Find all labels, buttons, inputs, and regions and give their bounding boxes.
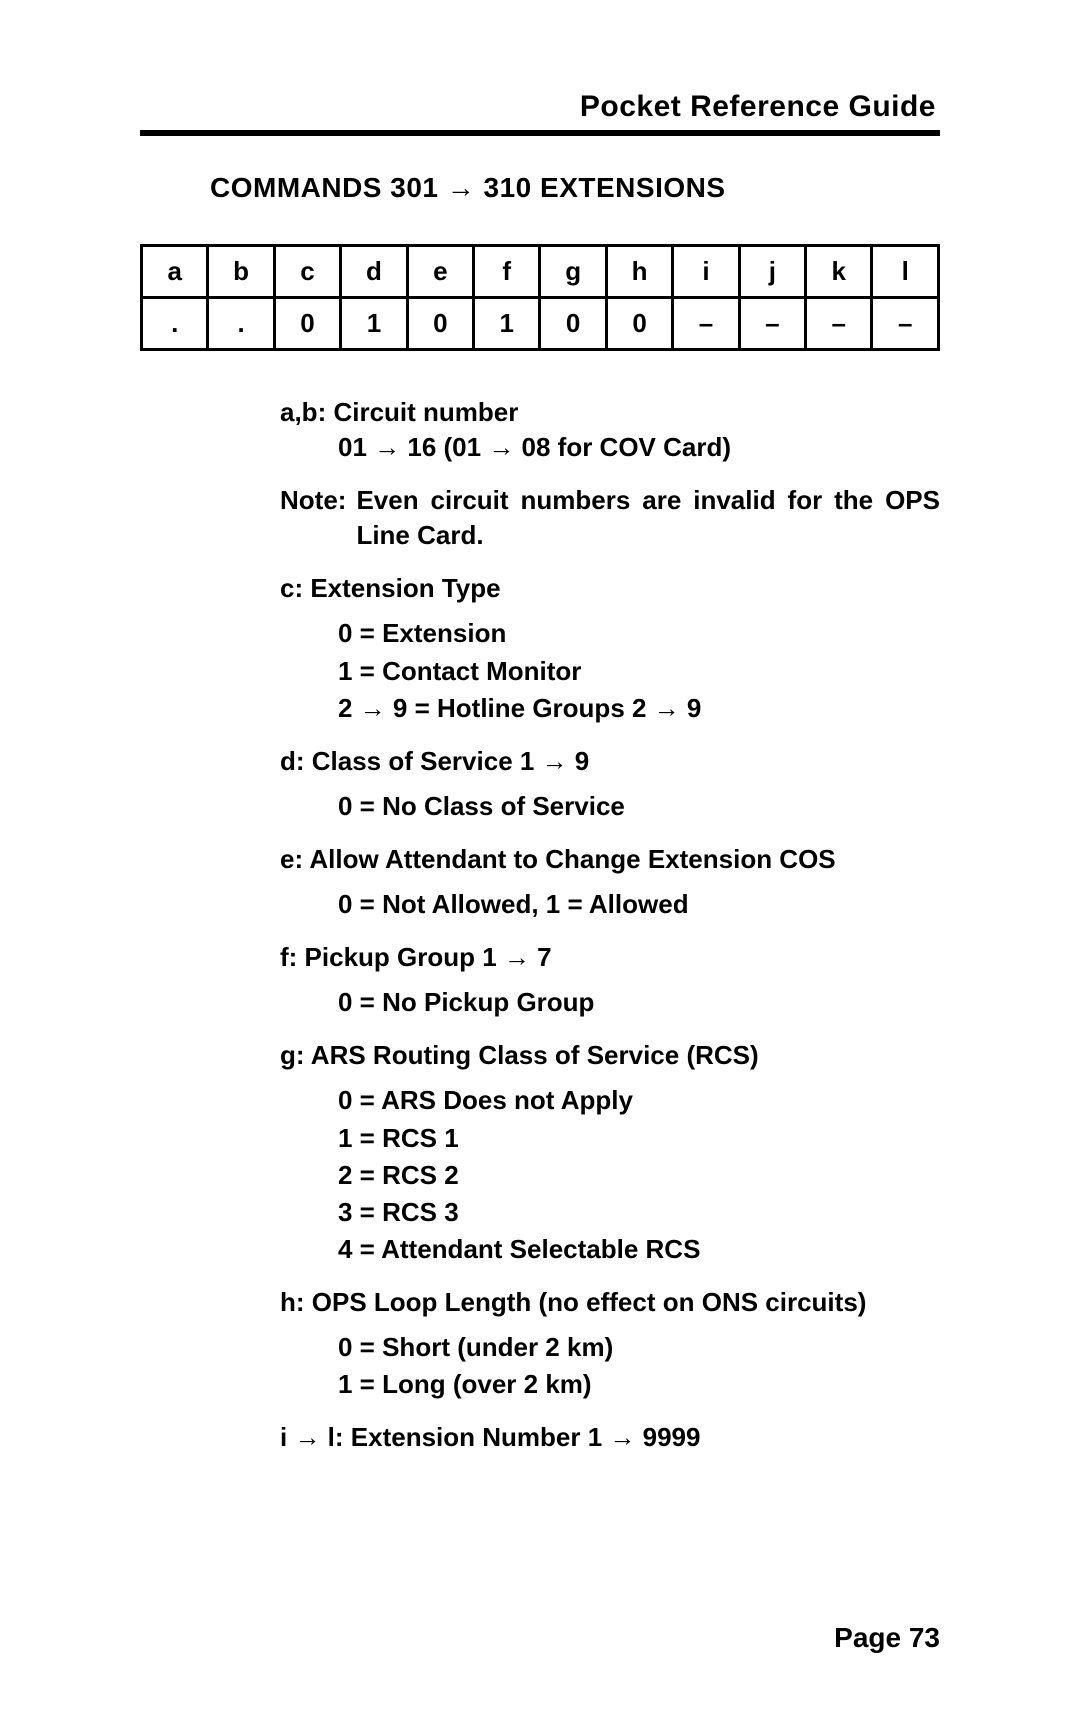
tv-l: – bbox=[872, 298, 939, 350]
field-f: f: Pickup Group 1 → 7 0 = No Pickup Grou… bbox=[280, 940, 940, 1020]
field-g-opt2: 2 = RCS 2 bbox=[338, 1158, 940, 1193]
note: Note: Even circuit numbers are invalid f… bbox=[280, 483, 940, 553]
th-a: a bbox=[142, 246, 208, 298]
tv-g: 0 bbox=[540, 298, 606, 350]
tv-b: . bbox=[208, 298, 274, 350]
field-g-opt0: 0 = ARS Does not Apply bbox=[338, 1083, 940, 1118]
field-c-opt2: 2 → 9 = Hotline Groups 2 → 9 bbox=[338, 691, 940, 726]
tv-h: 0 bbox=[606, 298, 672, 350]
tv-f: 1 bbox=[474, 298, 540, 350]
field-e-opt0: 0 = Not Allowed, 1 = Allowed bbox=[338, 887, 940, 922]
field-c-label: c: Extension Type bbox=[280, 571, 940, 606]
field-d-opt0: 0 = No Class of Service bbox=[338, 789, 940, 824]
section-title: COMMANDS 301 → 310 EXTENSIONS bbox=[210, 172, 940, 204]
th-l: l bbox=[872, 246, 939, 298]
field-f-opt0: 0 = No Pickup Group bbox=[338, 985, 940, 1020]
note-text: Even circuit numbers are invalid for the… bbox=[356, 483, 940, 553]
note-label: Note: bbox=[280, 483, 346, 553]
header-title: Pocket Reference Guide bbox=[140, 90, 940, 124]
field-g-opt3: 3 = RCS 3 bbox=[338, 1195, 940, 1230]
field-c-opt0: 0 = Extension bbox=[338, 616, 940, 651]
th-h: h bbox=[606, 246, 672, 298]
field-g-opt4: 4 = Attendant Selectable RCS bbox=[338, 1232, 940, 1267]
field-ab: a,b: Circuit number 01 → 16 (01 → 08 for… bbox=[280, 395, 940, 465]
th-f: f bbox=[474, 246, 540, 298]
th-e: e bbox=[407, 246, 473, 298]
tv-a: . bbox=[142, 298, 208, 350]
field-il: i → l: Extension Number 1 → 9999 bbox=[280, 1420, 940, 1455]
field-h-label: h: OPS Loop Length (no effect on ONS cir… bbox=[280, 1285, 940, 1320]
field-e: e: Allow Attendant to Change Extension C… bbox=[280, 842, 940, 922]
field-h: h: OPS Loop Length (no effect on ONS cir… bbox=[280, 1285, 940, 1402]
th-c: c bbox=[274, 246, 340, 298]
field-g-opt1: 1 = RCS 1 bbox=[338, 1121, 940, 1156]
tv-e: 0 bbox=[407, 298, 473, 350]
th-g: g bbox=[540, 246, 606, 298]
header-rule bbox=[140, 130, 940, 136]
field-e-label: e: Allow Attendant to Change Extension C… bbox=[280, 842, 940, 877]
tv-j: – bbox=[739, 298, 805, 350]
command-table: a b c d e f g h i j k l . . 0 1 0 1 0 0 … bbox=[140, 244, 940, 351]
tv-c: 0 bbox=[274, 298, 340, 350]
field-d: d: Class of Service 1 → 9 0 = No Class o… bbox=[280, 744, 940, 824]
page-number: Page 73 bbox=[834, 1622, 940, 1654]
field-h-opt0: 0 = Short (under 2 km) bbox=[338, 1330, 940, 1365]
field-g-label: g: ARS Routing Class of Service (RCS) bbox=[280, 1038, 940, 1073]
table-header-row: a b c d e f g h i j k l bbox=[142, 246, 939, 298]
tv-d: 1 bbox=[341, 298, 407, 350]
field-f-label: f: Pickup Group 1 → 7 bbox=[280, 940, 940, 975]
field-ab-range: 01 → 16 (01 → 08 for COV Card) bbox=[338, 430, 940, 465]
field-ab-label: a,b: Circuit number bbox=[280, 395, 940, 430]
th-j: j bbox=[739, 246, 805, 298]
field-h-opt1: 1 = Long (over 2 km) bbox=[338, 1367, 940, 1402]
th-k: k bbox=[806, 246, 872, 298]
tv-k: – bbox=[806, 298, 872, 350]
field-c: c: Extension Type 0 = Extension 1 = Cont… bbox=[280, 571, 940, 725]
th-b: b bbox=[208, 246, 274, 298]
th-i: i bbox=[673, 246, 739, 298]
tv-i: – bbox=[673, 298, 739, 350]
field-il-label: i → l: Extension Number 1 → 9999 bbox=[280, 1420, 940, 1455]
table-value-row: . . 0 1 0 1 0 0 – – – – bbox=[142, 298, 939, 350]
field-c-opt1: 1 = Contact Monitor bbox=[338, 654, 940, 689]
th-d: d bbox=[341, 246, 407, 298]
field-g: g: ARS Routing Class of Service (RCS) 0 … bbox=[280, 1038, 940, 1267]
field-d-label: d: Class of Service 1 → 9 bbox=[280, 744, 940, 779]
